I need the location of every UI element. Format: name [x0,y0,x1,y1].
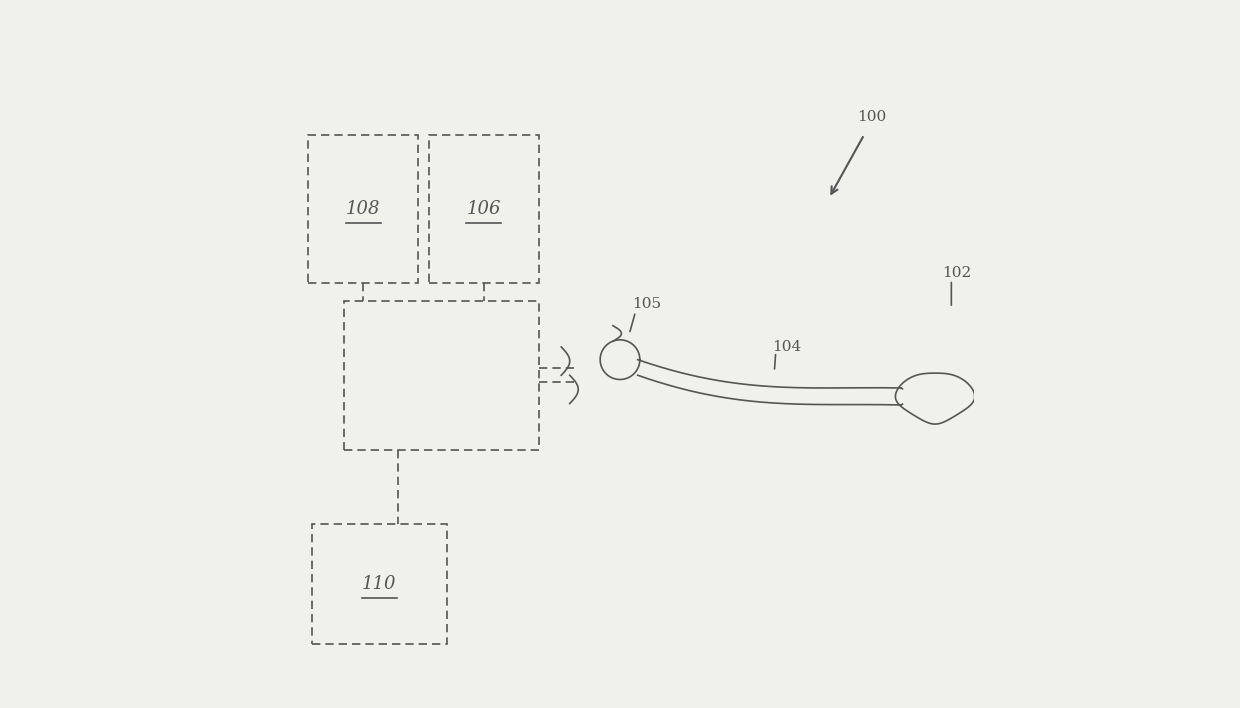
Bar [343,301,538,450]
Bar [309,135,418,283]
Text: 105: 105 [632,297,661,312]
Text: 102: 102 [941,266,971,280]
Text: 110: 110 [362,575,397,593]
Bar [312,524,446,644]
Bar [429,135,538,283]
Text: 100: 100 [857,110,885,124]
Text: 104: 104 [771,340,801,354]
Text: 108: 108 [346,200,381,218]
Text: 106: 106 [466,200,501,218]
